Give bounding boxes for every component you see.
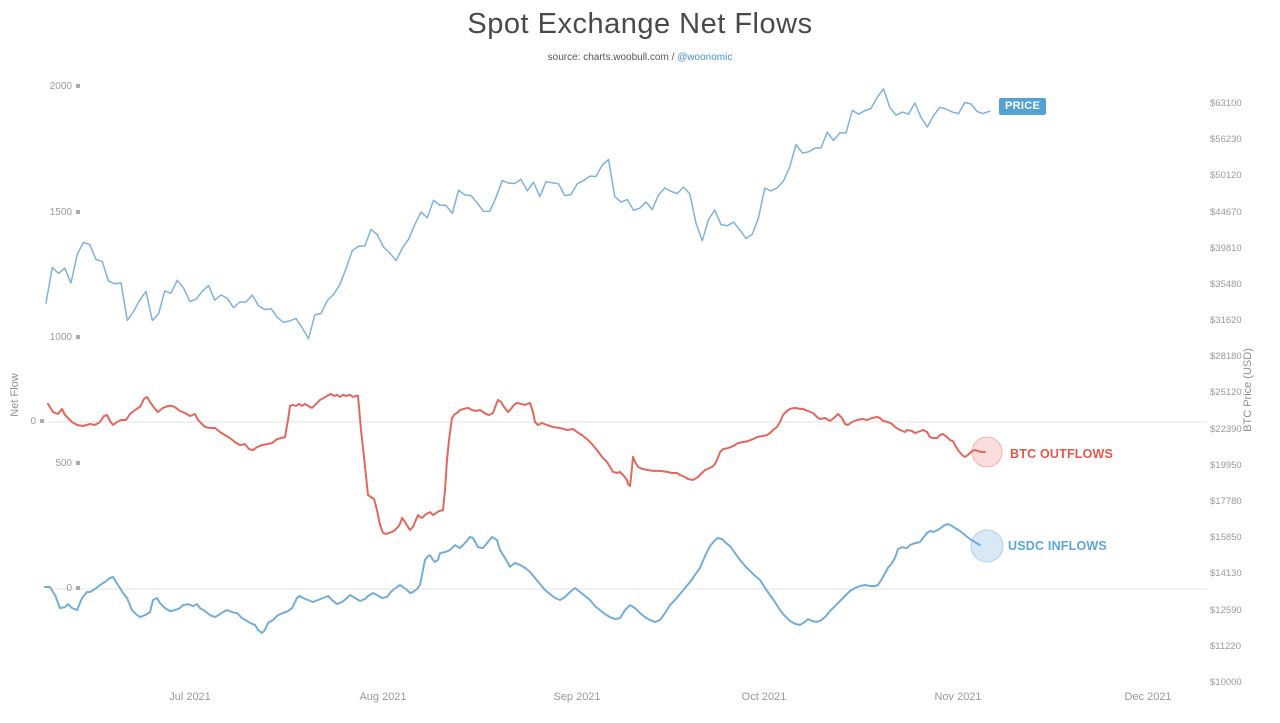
right-axis-tick: $11220	[1210, 640, 1241, 652]
left-axis-tick: 500	[0, 458, 80, 470]
left-axis-tick: 0	[0, 583, 80, 595]
tick-square	[76, 209, 80, 214]
price-series-badge: PRICE	[999, 98, 1047, 115]
left-axis-tick: 1500	[0, 207, 80, 219]
tick-square	[76, 460, 80, 465]
tick-square	[76, 335, 80, 340]
right-axis-tick: $19950	[1210, 459, 1242, 471]
btc-outflows-endpoint	[971, 436, 1003, 468]
usdc-inflows-label: USDC INFLOWS	[1008, 539, 1107, 553]
x-axis-tick: Jul 2021	[169, 691, 211, 703]
right-axis-tick: $14130	[1210, 568, 1242, 580]
right-axis-tick: $50120	[1210, 170, 1242, 182]
tick-square	[40, 419, 44, 424]
x-axis-tick: Dec 2021	[1124, 691, 1172, 703]
chart-source: source: charts.woobull.com / @woonomic	[0, 52, 1280, 63]
right-axis-title: BTC Price (USD)	[1242, 348, 1254, 432]
x-axis-tick: Nov 2021	[934, 691, 982, 703]
right-axis-tick: $35480	[1210, 278, 1242, 290]
right-axis-tick: $15850	[1210, 532, 1242, 544]
btc-outflows-zero-tick: 0	[0, 416, 44, 428]
usdc-inflows-line	[44, 523, 981, 634]
x-axis-tick: Oct 2021	[741, 691, 787, 703]
tick-square	[76, 84, 80, 89]
right-axis-tick: $44670	[1210, 206, 1242, 218]
right-axis-tick: $56230	[1210, 134, 1242, 146]
right-axis-tick: $25120	[1210, 387, 1242, 399]
source-prefix: source: charts.woobull.com /	[547, 52, 678, 63]
x-axis-tick: Aug 2021	[359, 691, 407, 703]
price-line	[45, 88, 991, 340]
right-axis-tick: $12590	[1210, 604, 1242, 616]
x-axis-tick: Sep 2021	[553, 691, 601, 703]
right-axis-tick: $31620	[1210, 315, 1242, 327]
tick-square	[76, 586, 80, 591]
right-axis-tick: $63100	[1210, 98, 1242, 109]
chart-title: Spot Exchange Net Flows	[467, 8, 813, 40]
left-axis-tick: 1000	[0, 332, 80, 344]
left-axis-title: Net Flow	[9, 373, 21, 417]
source-link[interactable]: @woonomic	[677, 52, 733, 63]
right-axis-tick: $17780	[1210, 496, 1242, 508]
right-axis-tick: $10000	[1210, 676, 1242, 688]
right-axis-tick: $28180	[1210, 351, 1242, 363]
btc-outflows-line	[47, 392, 986, 535]
left-axis-tick: 2000	[0, 81, 80, 93]
right-axis-tick: $22390	[1210, 423, 1242, 435]
btc-outflows-label: BTC OUTFLOWS	[1010, 447, 1114, 461]
right-axis-tick: $39810	[1210, 242, 1242, 254]
usdc-inflows-endpoint	[970, 529, 1004, 563]
